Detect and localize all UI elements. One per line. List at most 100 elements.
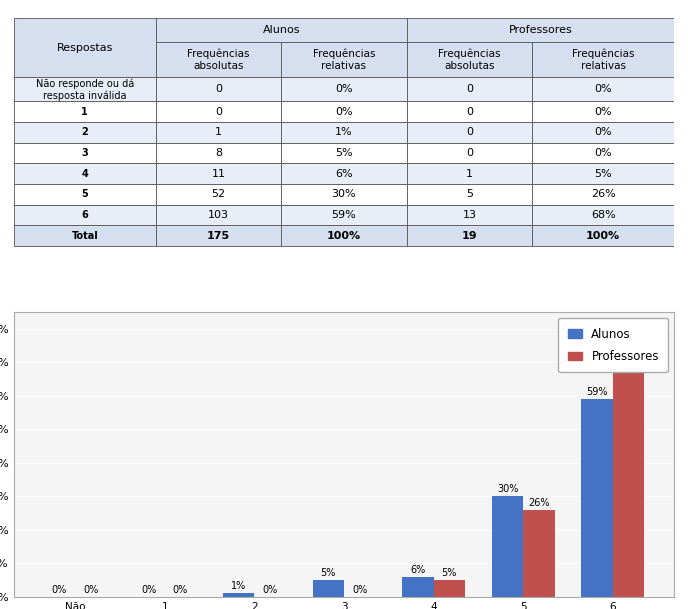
Text: 1%: 1% (335, 127, 353, 138)
Bar (223, 594, 255, 597)
Bar (407, 102, 533, 122)
Bar (492, 496, 524, 597)
Bar (155, 18, 407, 42)
Text: 0%: 0% (335, 85, 353, 94)
Bar (407, 205, 533, 225)
Bar (14, 102, 155, 122)
Text: 0: 0 (466, 107, 473, 117)
Bar (281, 122, 407, 143)
Text: Frequências
absolutas: Frequências absolutas (187, 49, 250, 71)
Text: Alunos: Alunos (263, 25, 300, 35)
Bar (533, 102, 674, 122)
Text: 5%: 5% (442, 568, 457, 578)
Text: 0: 0 (466, 148, 473, 158)
Text: Respostas: Respostas (56, 43, 113, 53)
Bar (155, 42, 281, 77)
Bar (14, 18, 155, 77)
Text: Frequências
relativas: Frequências relativas (572, 49, 634, 71)
Text: 0%: 0% (335, 107, 353, 117)
Bar (281, 225, 407, 246)
Text: 1: 1 (466, 169, 473, 178)
Bar (533, 122, 674, 143)
Text: 0%: 0% (173, 585, 188, 595)
Text: 6%: 6% (410, 565, 426, 575)
Bar (533, 225, 674, 246)
Bar (533, 184, 674, 205)
Text: 1%: 1% (231, 582, 246, 591)
Text: 0%: 0% (594, 107, 612, 117)
Text: 0%: 0% (142, 585, 157, 595)
Bar (14, 122, 155, 143)
Text: 0%: 0% (594, 85, 612, 94)
Bar (402, 577, 433, 597)
Text: 1: 1 (81, 107, 88, 117)
Bar (281, 77, 407, 102)
Bar (155, 205, 281, 225)
Bar (14, 77, 155, 102)
Text: 30%: 30% (332, 189, 356, 199)
Text: 59%: 59% (332, 210, 356, 220)
Bar (533, 77, 674, 102)
Bar (407, 163, 533, 184)
Text: Frequências
absolutas: Frequências absolutas (438, 49, 501, 71)
Bar (407, 225, 533, 246)
Bar (281, 143, 407, 163)
Bar (533, 42, 674, 77)
Text: 4: 4 (81, 169, 88, 178)
Bar (407, 77, 533, 102)
Text: 2: 2 (81, 127, 88, 138)
Text: 5: 5 (466, 189, 473, 199)
Bar (613, 369, 644, 597)
Text: 6: 6 (81, 210, 88, 220)
Text: 5%: 5% (594, 169, 612, 178)
Legend: Alunos, Professores: Alunos, Professores (559, 318, 668, 373)
Bar (533, 163, 674, 184)
Bar (14, 225, 155, 246)
Text: Frequências
relativas: Frequências relativas (313, 49, 375, 71)
Text: 0%: 0% (352, 585, 367, 595)
Bar (281, 102, 407, 122)
Text: Professores: Professores (508, 25, 572, 35)
Bar (155, 143, 281, 163)
Bar (407, 42, 533, 77)
Text: 0: 0 (466, 85, 473, 94)
Bar (533, 143, 674, 163)
Text: 0%: 0% (262, 585, 278, 595)
Text: 11: 11 (211, 169, 226, 178)
Text: 103: 103 (208, 210, 229, 220)
Text: 26%: 26% (591, 189, 616, 199)
Text: 1: 1 (215, 127, 222, 138)
Text: 59%: 59% (586, 387, 608, 397)
Bar (407, 122, 533, 143)
Text: Não responde ou dá
resposta inválida: Não responde ou dá resposta inválida (36, 78, 134, 101)
Bar (581, 400, 613, 597)
Bar (14, 184, 155, 205)
Text: 26%: 26% (528, 498, 550, 508)
Text: 5: 5 (81, 189, 88, 199)
Bar (155, 122, 281, 143)
Text: 30%: 30% (497, 484, 518, 495)
Text: Total: Total (72, 231, 98, 241)
Bar (281, 42, 407, 77)
Text: 52: 52 (211, 189, 226, 199)
Bar (155, 225, 281, 246)
Bar (14, 143, 155, 163)
Text: 100%: 100% (586, 231, 621, 241)
Text: 0%: 0% (594, 127, 612, 138)
Bar (433, 580, 465, 597)
Bar (155, 163, 281, 184)
Text: 175: 175 (207, 231, 230, 241)
Bar (281, 205, 407, 225)
Text: 0%: 0% (83, 585, 98, 595)
Text: 0: 0 (215, 85, 222, 94)
Text: 0%: 0% (594, 148, 612, 158)
Bar (281, 163, 407, 184)
Text: 19: 19 (462, 231, 477, 241)
Text: 0: 0 (215, 107, 222, 117)
Text: 0%: 0% (52, 585, 67, 595)
Text: 68%: 68% (591, 210, 616, 220)
Bar (524, 510, 555, 597)
Bar (533, 205, 674, 225)
Bar (407, 18, 674, 42)
Text: 13: 13 (462, 210, 477, 220)
